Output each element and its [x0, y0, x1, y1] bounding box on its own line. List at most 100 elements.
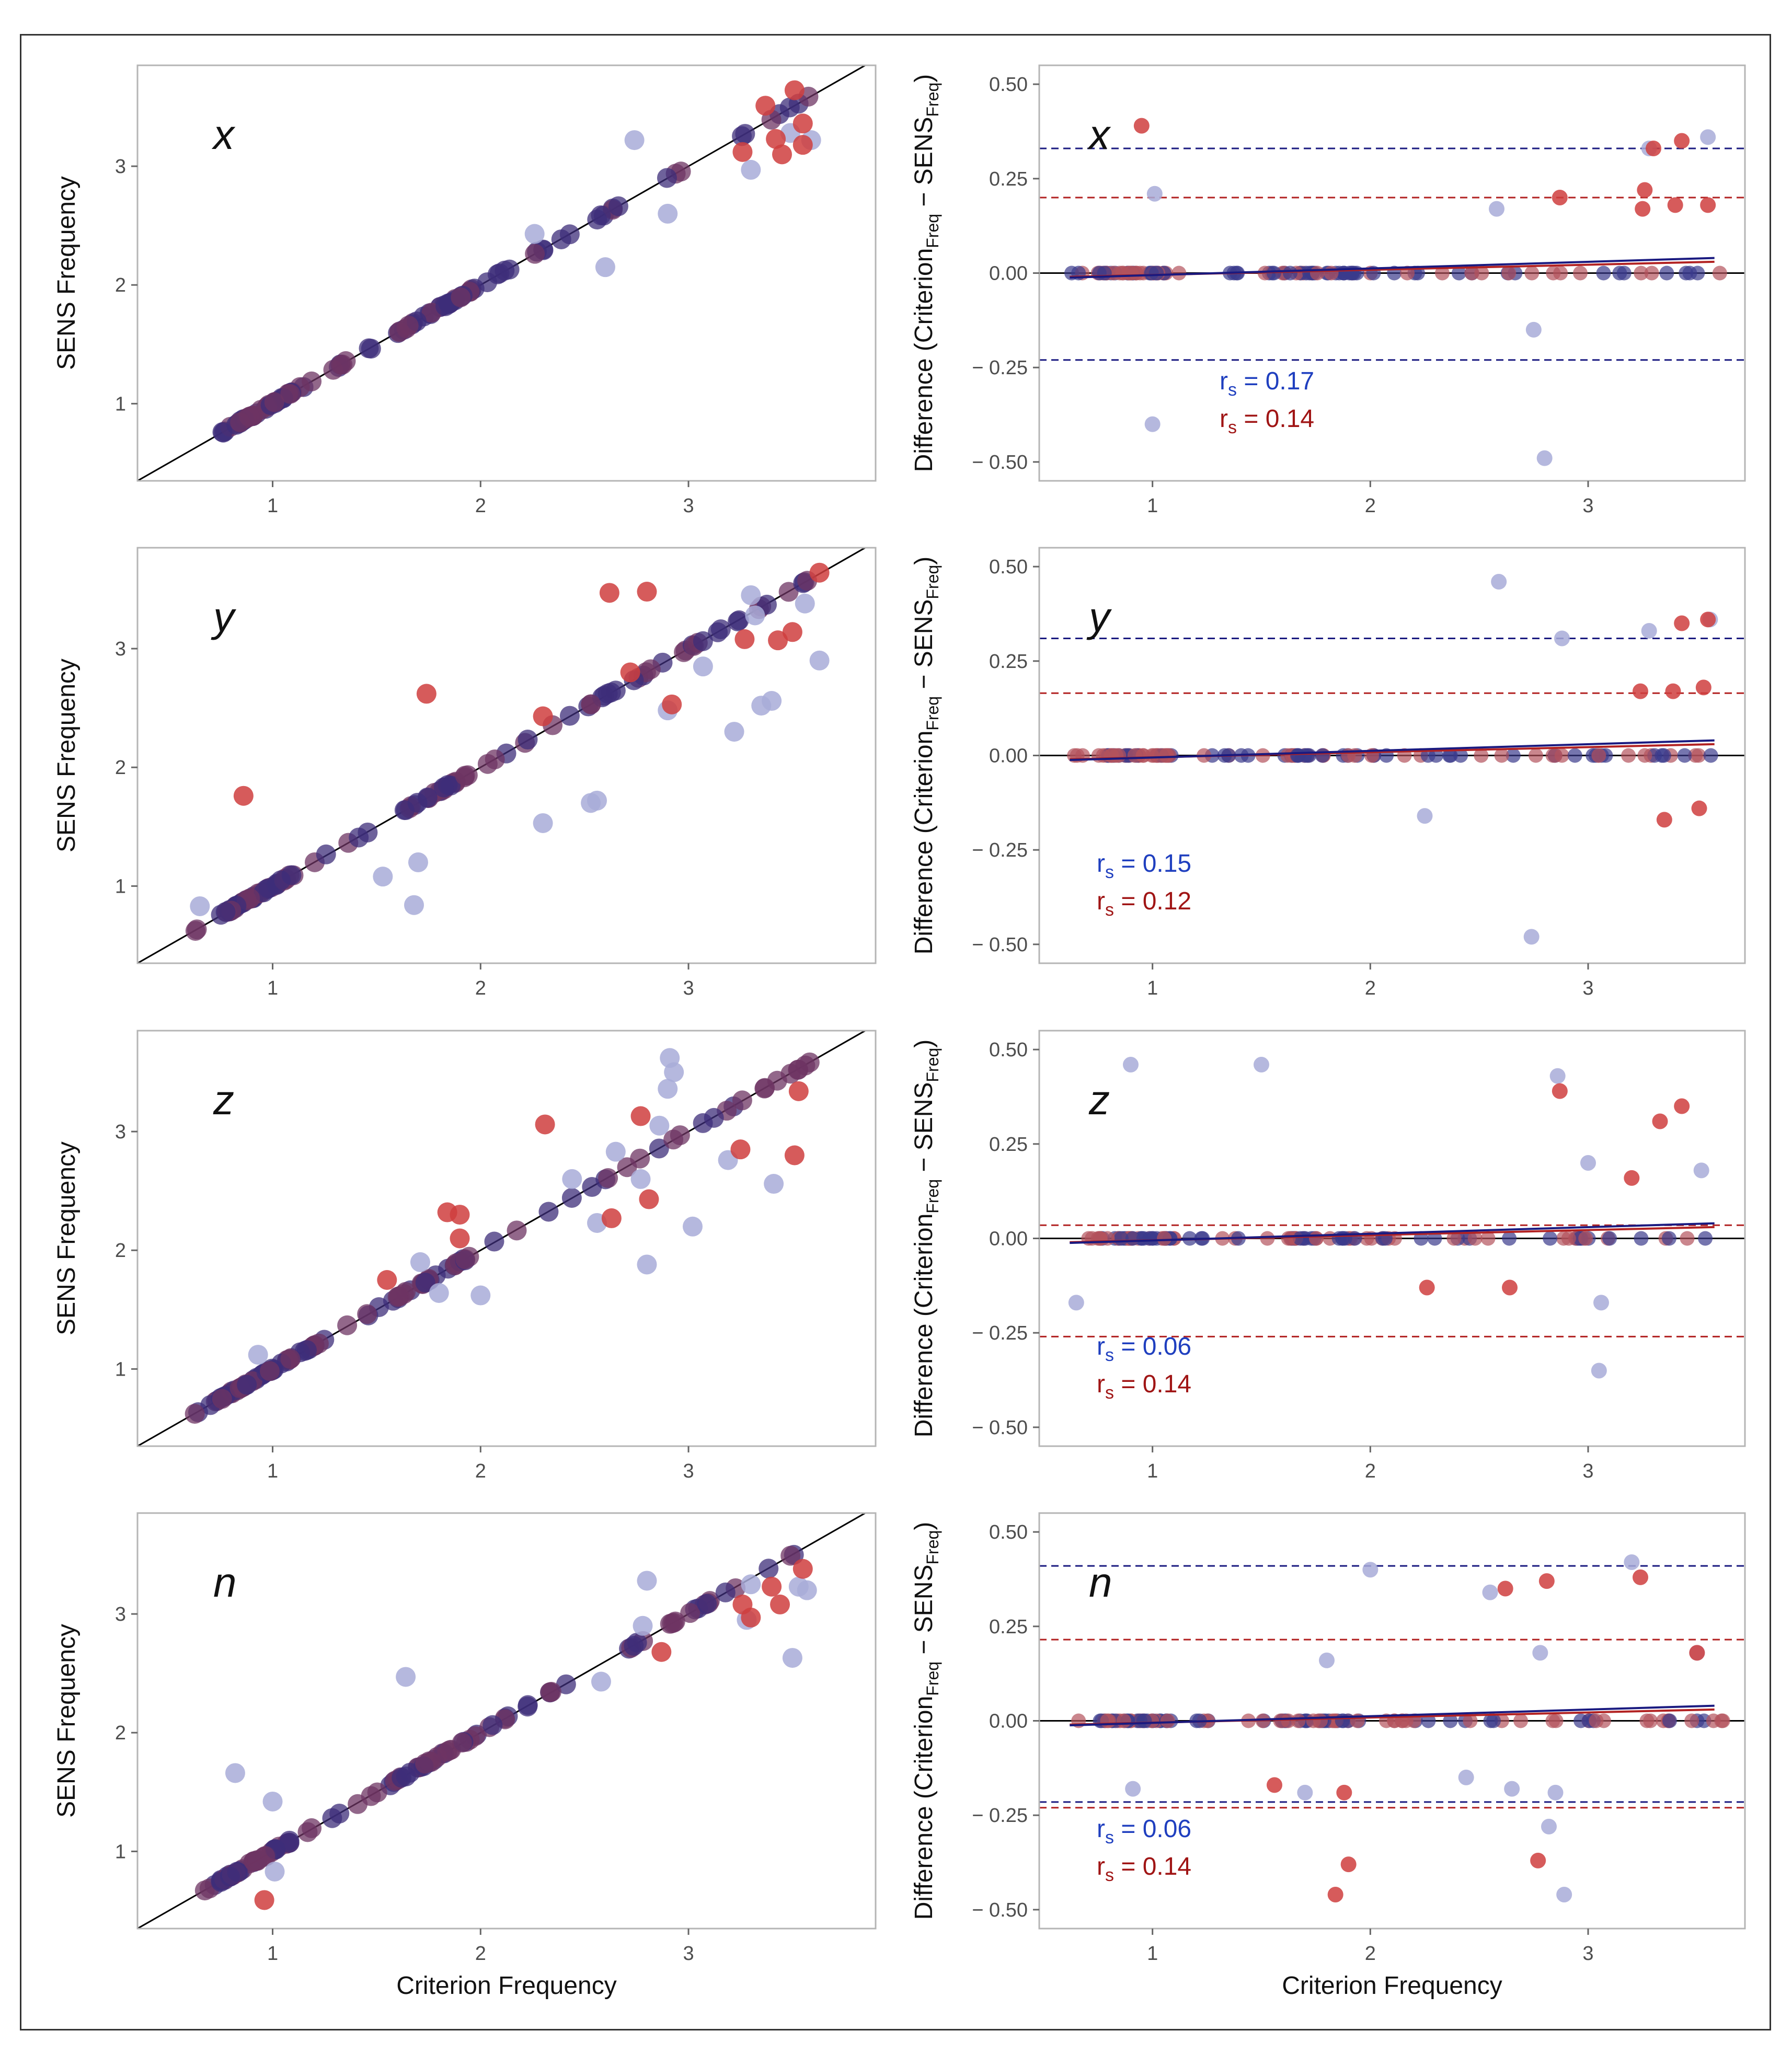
overlap-point [457, 765, 478, 786]
overlap-point [484, 1231, 504, 1252]
overlap-point [649, 1138, 669, 1159]
panel-letter: z [1088, 1077, 1110, 1123]
overlap-point [624, 1636, 644, 1656]
overlap-point [1637, 748, 1652, 763]
scatter-point-blue [1458, 1769, 1474, 1785]
scatter-point-red [630, 1106, 651, 1126]
x-tick-label: 3 [683, 977, 694, 999]
overlap-point [1324, 266, 1339, 281]
overlap-point [1453, 748, 1468, 763]
scatter-point-blue [1125, 1781, 1141, 1797]
overlap-point [1656, 748, 1671, 763]
scatter-point-red [730, 1139, 751, 1160]
overlap-point [1513, 1713, 1529, 1728]
regression-line-blue [1070, 257, 1715, 279]
scatter-point-blue [410, 1252, 430, 1272]
y-axis-title-difference: Difference (CriterionFreq − SENSFreq) [910, 1522, 942, 1920]
overlap-point [710, 619, 731, 640]
scatter-point-red [599, 583, 619, 603]
overlap-point [1554, 748, 1569, 763]
overlap-point [657, 168, 677, 188]
y-tick-label: 1 [115, 393, 126, 415]
scatter-point-red [1656, 812, 1672, 828]
scatter-point-blue [1417, 808, 1433, 824]
overlap-point [581, 694, 601, 714]
overlap-point [779, 97, 800, 118]
scatter-point-blue [396, 1667, 416, 1687]
overlap-point [1291, 1713, 1306, 1728]
scatter-point-blue [587, 790, 607, 811]
scatter-point-red [1552, 1083, 1568, 1099]
scatter-point-blue [741, 1574, 761, 1595]
overlap-point [1502, 1231, 1517, 1246]
scatter-point-red [1530, 1852, 1546, 1868]
scatter-point-red [651, 1642, 672, 1662]
scatter-point-red [784, 80, 805, 100]
y-axis-title: SENS Frequency [53, 1624, 81, 1818]
overlap-point [715, 1582, 736, 1602]
overlap-point [1543, 1231, 1558, 1246]
x-tick-label: 2 [475, 977, 486, 999]
scatter-point-red [1652, 1113, 1668, 1129]
overlap-point [1684, 1713, 1699, 1728]
overlap-point [1506, 748, 1521, 763]
overlap-point [670, 1125, 690, 1146]
overlap-point [185, 1404, 205, 1424]
scatter-point-blue [524, 224, 545, 244]
scatter-point-blue [1593, 1295, 1609, 1311]
scatter-point-blue [1144, 416, 1161, 432]
panel-border [136, 64, 877, 482]
overlap-point [337, 1315, 358, 1335]
scatter-point-red [1633, 683, 1648, 699]
overlap-point [1100, 1231, 1115, 1246]
plot-area [1039, 574, 1745, 945]
y-tick-label: − 0.50 [972, 934, 1028, 956]
overlap-point [693, 631, 713, 651]
overlap-point [1703, 748, 1718, 763]
overlap-point [1434, 266, 1450, 281]
correlation-label-red: rs = 0.14 [1097, 1853, 1191, 1885]
correlation-label-blue: rs = 0.15 [1097, 850, 1191, 882]
scatter-point-blue [1693, 1162, 1709, 1179]
x-tick-label: 1 [1147, 1460, 1158, 1482]
y-tick-label: 3 [115, 638, 126, 660]
panel-z-left: 1 2 3 1 2 3 z SENS Frequency [53, 1030, 877, 1482]
scatter-point-blue [1641, 623, 1657, 639]
overlap-point [348, 1794, 368, 1814]
scatter-point-blue [682, 1216, 703, 1237]
regression-line-blue [1070, 1704, 1715, 1727]
y-tick-label: 0.25 [989, 651, 1028, 673]
overlap-point [1602, 1231, 1617, 1246]
scatter-point-blue [1556, 1886, 1572, 1902]
overlap-point [212, 1389, 232, 1409]
scatter-point-red [732, 142, 753, 162]
overlap-point [1644, 266, 1659, 281]
scatter-point-blue [633, 1615, 653, 1636]
scatter-point-red [1700, 197, 1716, 213]
scatter-point-blue [741, 159, 761, 180]
overlap-point [1715, 1713, 1730, 1728]
overlap-point [1335, 1713, 1350, 1728]
y-tick-label: 0.50 [989, 556, 1028, 578]
scatter-point-red [1552, 189, 1568, 205]
scatter-point-red [1340, 1856, 1357, 1873]
figure-frame [20, 34, 1771, 2030]
overlap-point [507, 1220, 527, 1241]
overlap-point [435, 296, 456, 316]
panel-letter: z [213, 1077, 234, 1123]
y-axis-title: SENS Frequency [53, 1141, 81, 1335]
overlap-point [1309, 266, 1325, 281]
overlap-point [1572, 266, 1588, 281]
panel-n-right: 1 2 3 0.50 0.25 0.00 − 0.25 − 0.50 n rs = 0.06 rs … [910, 1512, 1746, 2000]
overlap-point [1528, 748, 1543, 763]
overlap-point [608, 196, 628, 216]
scatter-point-blue [1554, 630, 1570, 647]
scatter-point-blue [1580, 1155, 1596, 1171]
overlap-point [601, 682, 621, 702]
scatter-point-red [254, 1890, 274, 1910]
scatter-point-blue [637, 1571, 657, 1591]
scatter-point-red [535, 1114, 555, 1135]
scatter-point-red [1497, 1580, 1513, 1597]
scatter-point-blue [404, 895, 424, 915]
scatter-point-blue [649, 1115, 670, 1136]
